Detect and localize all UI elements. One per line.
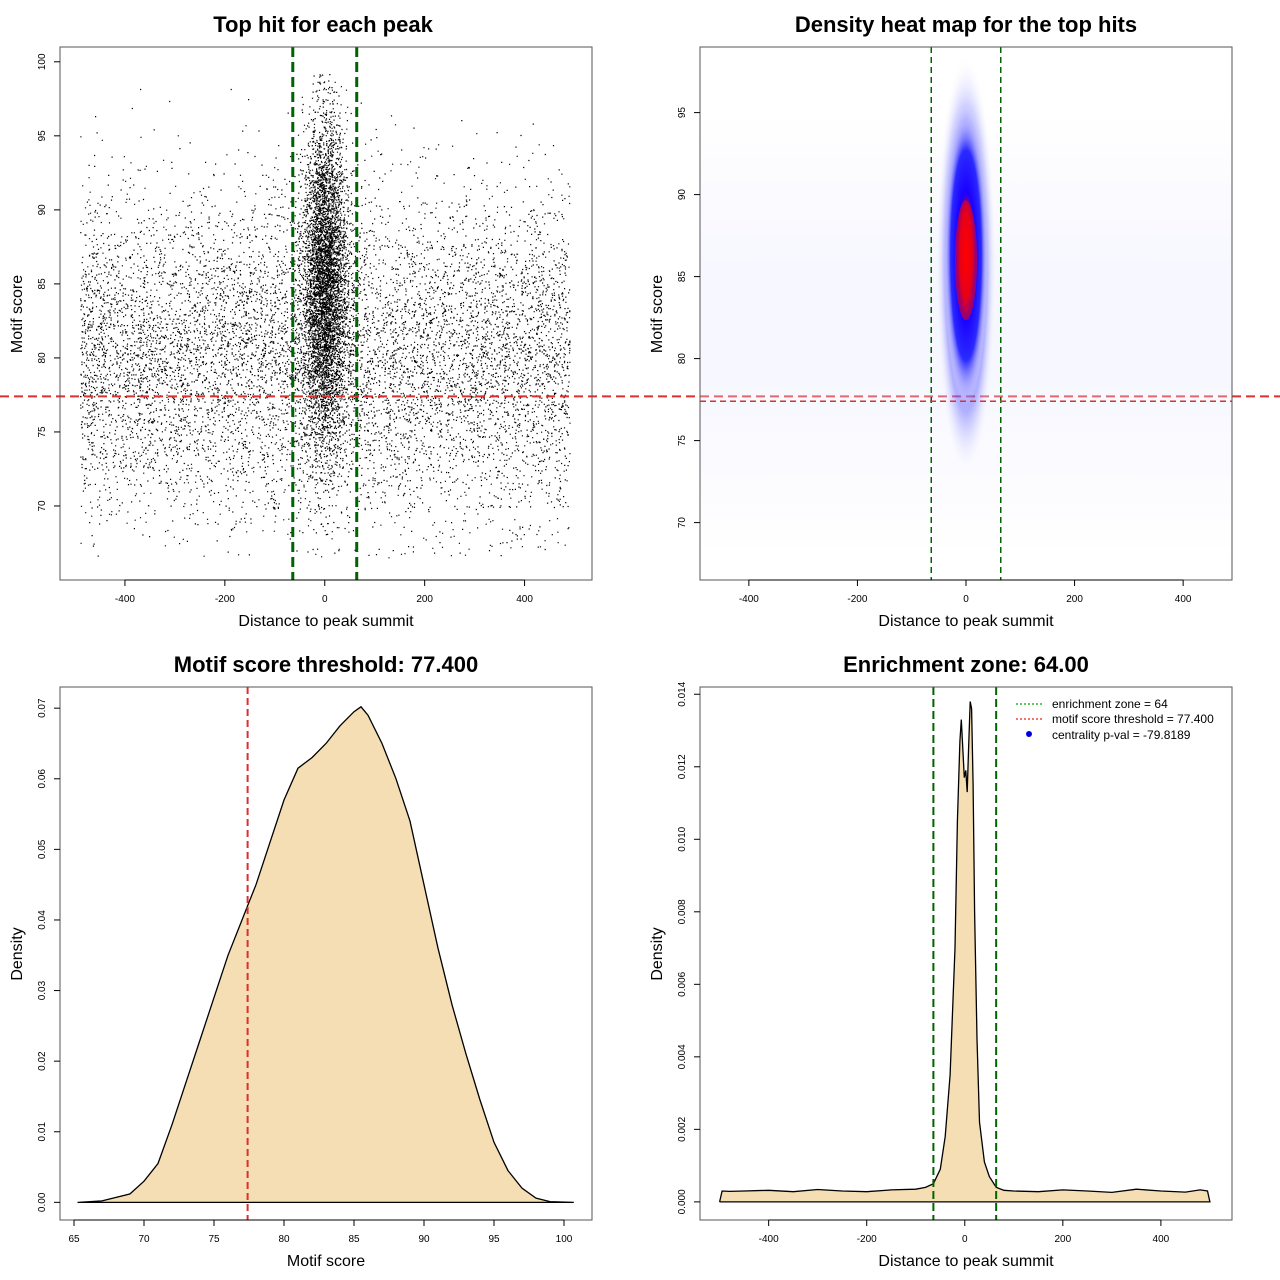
y-tick-label: 85: [37, 278, 48, 290]
x-tick-label: 70: [138, 1234, 150, 1245]
y-tick-label: 0.06: [37, 769, 48, 789]
y-tick-label: 0.000: [677, 1189, 688, 1214]
x-tick-label: -200: [215, 594, 235, 605]
y-tick-label: 80: [677, 353, 688, 365]
y-tick-label: 85: [677, 271, 688, 283]
y-axis: 70 75 80 85 90 95: [677, 107, 700, 529]
x-tick-label: -400: [739, 594, 759, 605]
reference-lines: [291, 47, 359, 580]
x-tick-label: 200: [1066, 594, 1083, 605]
y-tick-label: 0.00: [37, 1192, 48, 1212]
x-tick-label: -400: [759, 1234, 779, 1245]
x-tick-label: 85: [348, 1234, 360, 1245]
panel-heatmap: Density heat map for the top hits -400 -2…: [649, 12, 1233, 630]
heatmap-peak: [955, 200, 977, 321]
density-area: [77, 705, 574, 1204]
y-tick-label: 0.03: [37, 980, 48, 1000]
y-tick-label: 70: [37, 500, 48, 512]
x-tick-label: -200: [857, 1234, 877, 1245]
x-tick-label: 400: [516, 594, 533, 605]
legend-item: motif score threshold = 77.400: [1016, 712, 1214, 726]
y-tick-label: 90: [37, 204, 48, 216]
legend-swatch-pval: [1026, 731, 1032, 737]
y-tick-label: 90: [677, 189, 688, 201]
legend-label: motif score threshold = 77.400: [1052, 712, 1214, 726]
y-axis-label: Motif score: [9, 275, 26, 353]
y-tick-label: 75: [677, 435, 688, 447]
y-tick-label: 0.012: [677, 754, 688, 779]
y-tick-label: 0.006: [677, 971, 688, 996]
y-tick-label: 0.04: [37, 910, 48, 930]
x-tick-label: 200: [416, 594, 433, 605]
x-axis-label: Distance to peak summit: [878, 613, 1054, 630]
y-axis-label: Density: [649, 927, 666, 980]
y-tick-label: 95: [37, 130, 48, 142]
chart-title: Top hit for each peak: [213, 12, 433, 37]
y-tick-label: 0.05: [37, 839, 48, 859]
y-tick-label: 0.014: [677, 681, 688, 706]
reference-lines: [700, 47, 1232, 580]
x-tick-label: 400: [1153, 1234, 1170, 1245]
x-tick-label: 65: [68, 1234, 80, 1245]
y-tick-label: 0.002: [677, 1116, 688, 1141]
y-tick-label: 0.010: [677, 826, 688, 851]
chart-title: Enrichment zone: 64.00: [843, 652, 1089, 677]
x-axis: -400 -200 0 200 400: [115, 579, 533, 605]
x-tick-label: 95: [488, 1234, 500, 1245]
y-axis: 0.000 0.002 0.004 0.006 0.008 0.010 0.012 0.014: [677, 681, 700, 1214]
x-tick-label: -200: [847, 594, 867, 605]
x-tick-label: 75: [208, 1234, 220, 1245]
y-axis-label: Motif score: [649, 275, 666, 353]
x-axis-label: Distance to peak summit: [878, 1253, 1054, 1270]
panel-score-density: Motif score threshold: 77.400 65 70 75 80 85…: [9, 652, 593, 1270]
legend: enrichment zone = 64 motif score thresho…: [1016, 697, 1214, 742]
y-tick-label: 70: [677, 517, 688, 529]
y-tick-label: 0.01: [37, 1122, 48, 1142]
y-tick-label: 0.004: [677, 1044, 688, 1069]
x-axis: -400 -200 0 200 400: [739, 579, 1192, 605]
heatmap-cells: [700, 55, 1232, 556]
y-tick-label: 0.02: [37, 1051, 48, 1071]
scatter-point-set: [80, 74, 571, 559]
x-tick-label: 0: [962, 1234, 968, 1245]
panel-enrichment-density: Enrichment zone: 64.00 -400 -200 0 200 400 0…: [649, 652, 1233, 1270]
x-axis-label: Motif score: [287, 1253, 365, 1270]
y-tick-label: 80: [37, 352, 48, 364]
legend-label: enrichment zone = 64: [1052, 697, 1168, 711]
y-axis: 0.00 0.01 0.02 0.03 0.04 0.05 0.06 0.07: [37, 698, 60, 1212]
x-tick-label: 80: [278, 1234, 290, 1245]
x-tick-label: 200: [1054, 1234, 1071, 1245]
density-area: [718, 701, 1211, 1203]
y-tick-label: 100: [37, 53, 48, 70]
chart-title: Motif score threshold: 77.400: [174, 652, 478, 677]
x-tick-label: 100: [556, 1234, 573, 1245]
y-axis: 70 75 80 85 90 95 100: [37, 53, 60, 512]
x-tick-label: 90: [418, 1234, 430, 1245]
legend-label: centrality p-val = -79.8189: [1052, 728, 1191, 742]
y-tick-label: 75: [37, 426, 48, 438]
x-tick-label: -400: [115, 594, 135, 605]
y-tick-label: 0.07: [37, 698, 48, 718]
x-tick-label: 0: [963, 594, 969, 605]
x-axis-label: Distance to peak summit: [238, 613, 414, 630]
chart-title: Density heat map for the top hits: [795, 12, 1137, 37]
y-tick-label: 0.008: [677, 899, 688, 924]
scatter-points: [80, 74, 571, 559]
legend-item: enrichment zone = 64: [1016, 697, 1168, 711]
y-axis-label: Density: [9, 927, 26, 980]
reference-lines: [932, 687, 998, 1220]
x-tick-label: 0: [322, 594, 328, 605]
legend-item: centrality p-val = -79.8189: [1026, 728, 1191, 742]
x-axis: 65 70 75 80 85 90 95 100: [68, 1219, 573, 1245]
y-tick-label: 95: [677, 107, 688, 119]
x-axis: -400 -200 0 200 400: [759, 1219, 1170, 1245]
x-tick-label: 400: [1175, 594, 1192, 605]
